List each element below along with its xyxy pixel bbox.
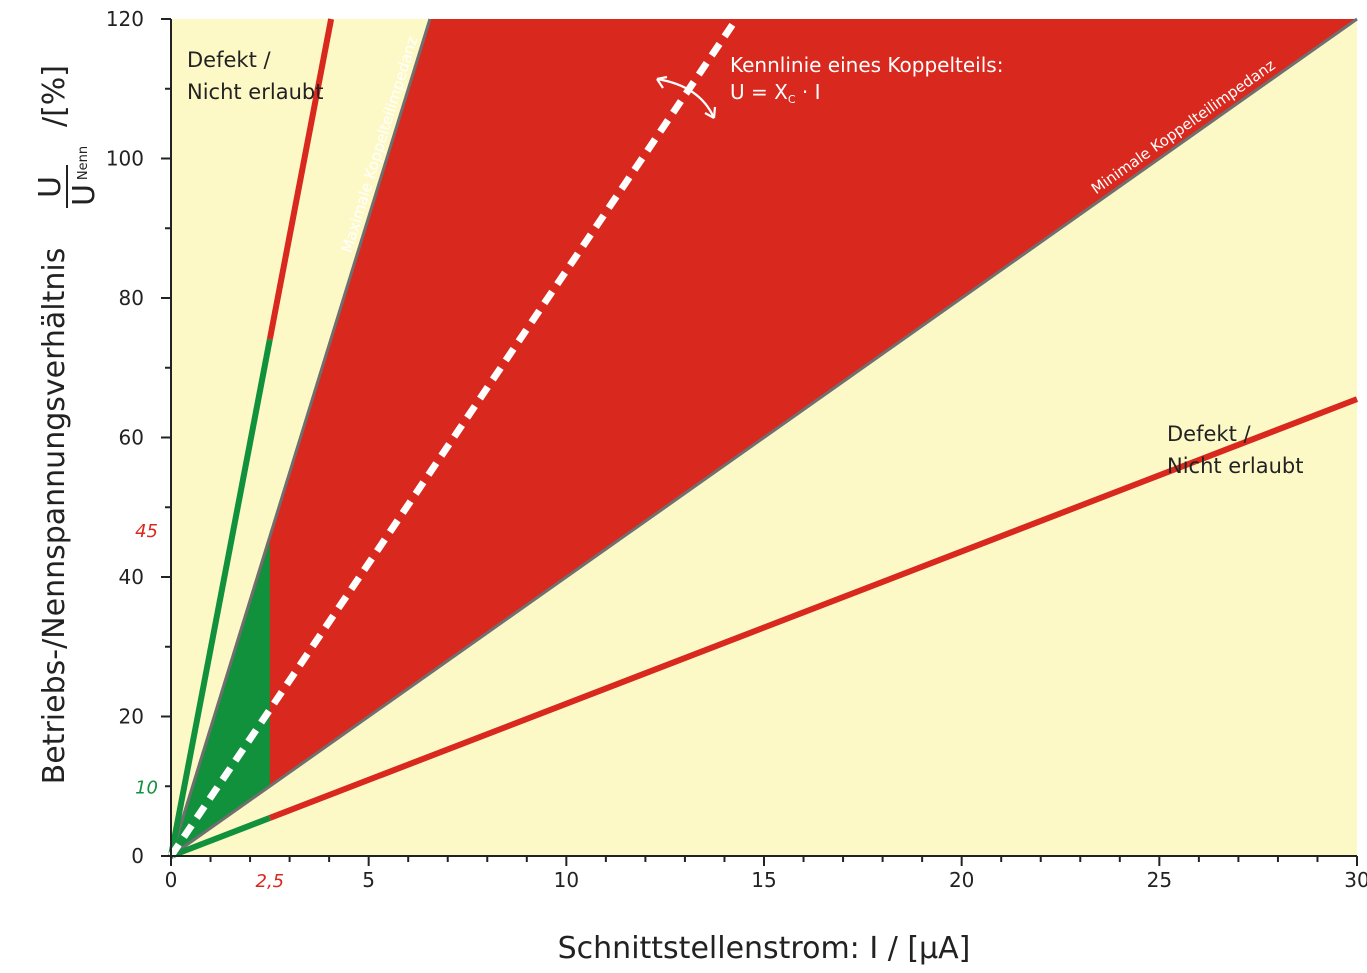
line-characteristic (168, 17, 740, 858)
line-upper-defect-defect (266, 18, 335, 340)
tick-labels: 0 5 10 15 20 25 30 0 20 40 60 80 100 120 (106, 7, 1367, 892)
marker-y-10: 10 (135, 777, 158, 798)
characteristic-formula-suffix: · I (796, 80, 821, 104)
y-tick-label: 120 (106, 7, 144, 31)
y-axis-fraction-subscript: Nenn (76, 146, 91, 180)
defect-top-label-line2: Nicht erlaubt (187, 80, 323, 104)
defect-right-label-line2: Nicht erlaubt (1167, 454, 1303, 478)
y-axis-title-prefix: Betriebs-/Nennspannungsverhältnis (37, 248, 72, 785)
y-tick-label: 20 (119, 705, 144, 729)
marker-x-2-5: 2,5 (256, 871, 285, 892)
characteristic-label-line1: Kennlinie eines Koppelteils: (730, 53, 1003, 77)
defect-right-label-line1: Defekt / (1167, 422, 1251, 446)
x-tick-label: 0 (165, 868, 178, 892)
x-tick-label: 25 (1147, 868, 1172, 892)
y-tick-label: 80 (119, 286, 144, 310)
line-min-impedance (170, 17, 1358, 858)
x-axis-title: Schnittstellenstrom: I / [µA] (558, 931, 971, 966)
characteristic-formula-prefix: U = X (730, 80, 788, 104)
axes (161, 18, 1358, 866)
line-max-impedance (169, 18, 432, 857)
y-axis-fraction-numerator: U (33, 176, 68, 198)
y-axis-fraction-denominator: U (67, 184, 102, 206)
y-tick-label: 0 (131, 844, 144, 868)
rotate-arrow-icon (656, 75, 717, 119)
defect-top-label-line1: Defekt / (187, 48, 271, 72)
characteristic-label-line2: U = XC · I (730, 80, 820, 106)
y-tick-label: 60 (119, 426, 144, 450)
y-tick-label: 40 (119, 565, 144, 589)
y-tick-label: 100 (106, 147, 144, 171)
x-tick-label: 10 (554, 868, 579, 892)
line-lower-defect-allowed (169, 815, 271, 859)
characteristic-formula-subscript: C (788, 93, 796, 106)
line-upper-defect-allowed (168, 338, 273, 857)
x-tick-label: 30 (1344, 868, 1367, 892)
marker-y-45: 45 (135, 521, 158, 542)
line-lower-defect-defect (268, 396, 1359, 821)
series-lines (168, 17, 1359, 859)
y-axis-title-suffix: /[%] (37, 65, 72, 127)
x-tick-label: 20 (949, 868, 974, 892)
x-tick-label: 5 (362, 868, 375, 892)
y-axis-title: Betriebs-/Nennspannungsverhältnis U U Ne… (33, 65, 102, 784)
x-tick-label: 15 (751, 868, 776, 892)
